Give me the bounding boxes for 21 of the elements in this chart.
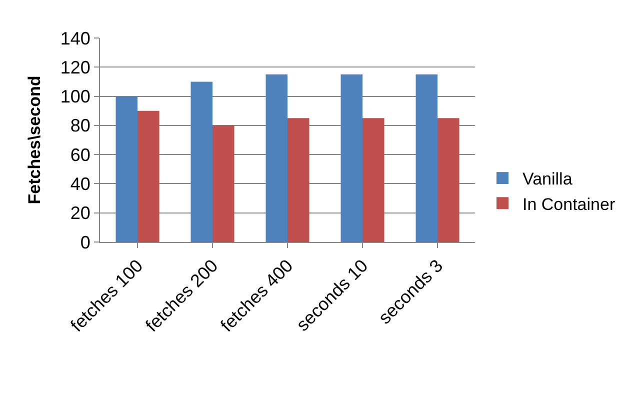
bar (362, 118, 384, 242)
bar (212, 125, 234, 242)
bar (438, 118, 460, 242)
y-axis-title: Fetches\second (24, 76, 44, 204)
bar (288, 118, 310, 242)
bar (266, 74, 288, 242)
legend-label: Vanilla (522, 170, 573, 189)
y-tick-label: 0 (80, 232, 90, 252)
bar (138, 110, 160, 242)
y-tick-label: 20 (70, 203, 90, 224)
bar (340, 74, 362, 242)
bar (116, 96, 138, 242)
bar (416, 74, 438, 242)
y-tick-label: 40 (70, 174, 90, 194)
y-tick-label: 80 (70, 116, 90, 136)
y-tick-label: 100 (60, 86, 90, 107)
bar (190, 82, 212, 242)
y-tick-label: 140 (60, 28, 90, 48)
y-tick-label: 60 (70, 144, 90, 165)
legend-label: In Container (522, 194, 616, 214)
y-tick-label: 120 (60, 57, 90, 78)
